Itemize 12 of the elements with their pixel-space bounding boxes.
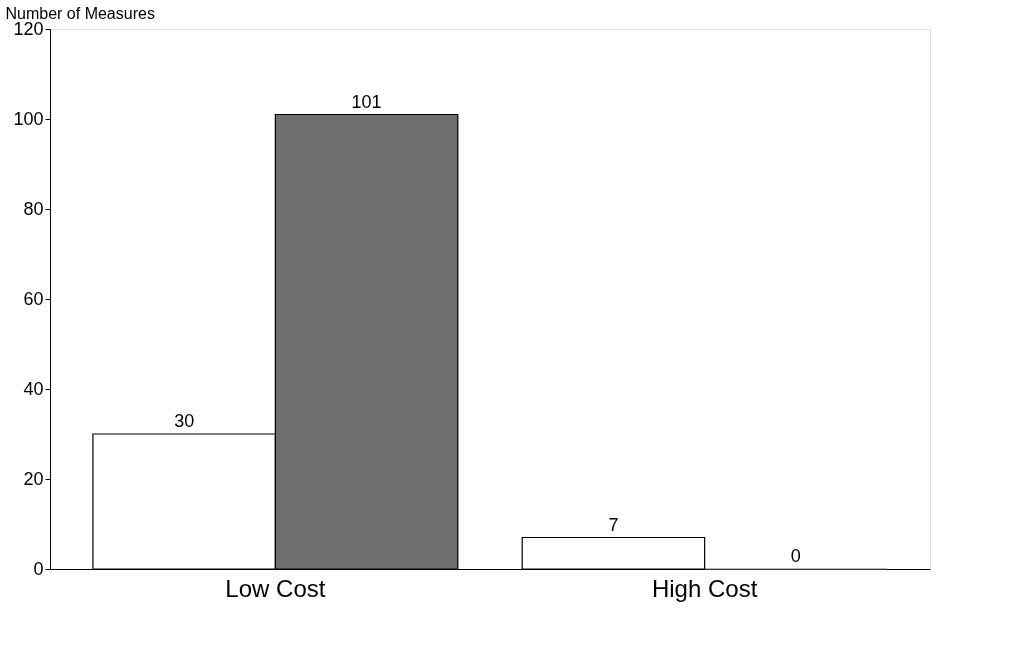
y-tick-label: 20 bbox=[23, 468, 44, 489]
data-label: 7 bbox=[608, 514, 619, 535]
data-label: 30 bbox=[174, 411, 195, 431]
y-tick-label: 60 bbox=[23, 288, 44, 309]
y-tick-label: 100 bbox=[13, 108, 44, 129]
data-label: 101 bbox=[351, 91, 382, 112]
x-tick-label: Low Cost bbox=[225, 574, 326, 602]
data-label: 0 bbox=[790, 546, 801, 566]
y-tick-label: 80 bbox=[23, 198, 44, 219]
y-tick-label: 40 bbox=[23, 378, 44, 399]
x-tick-label: High Cost bbox=[651, 574, 758, 602]
y-tick-label: 0 bbox=[33, 558, 44, 579]
